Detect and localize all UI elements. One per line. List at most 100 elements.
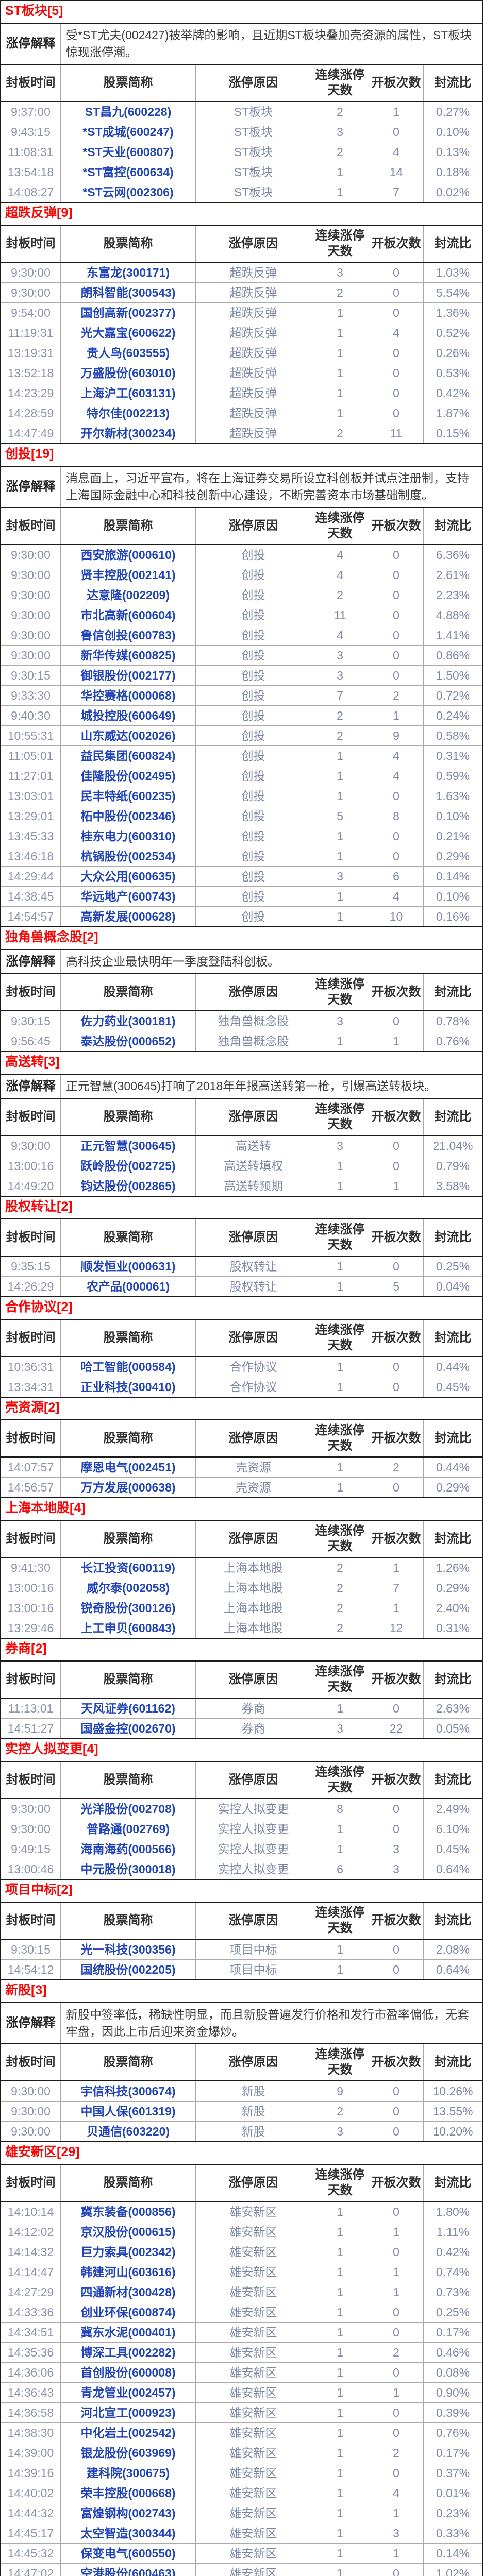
stock-link[interactable]: 中化岩土(002542) [80, 2426, 176, 2439]
stock-link[interactable]: *ST天业(600807) [82, 145, 174, 159]
stock-link[interactable]: 东富龙(300171) [86, 266, 170, 279]
stock-link[interactable]: 杭锅股份(002534) [80, 850, 176, 863]
stock-link[interactable]: 四通新材(300428) [80, 2285, 176, 2299]
stock-link[interactable]: 京汉股份(000615) [80, 2225, 176, 2239]
stock-link[interactable]: 威尔泰(002058) [86, 1581, 170, 1595]
stock-name-cell: 威尔泰(002058) [60, 1578, 195, 1598]
streak-days-cell: 1 [311, 1377, 369, 1397]
stock-link[interactable]: 佳隆股份(002495) [80, 769, 176, 783]
seal-time-cell: 13:52:18 [7, 366, 54, 380]
table-row: 9:56:45 泰达股份(000652) 独角兽概念股 1 1 0.76% [1, 1031, 482, 1051]
table-row: 14:56:57 万方发展(000638) 壳资源 1 0 0.29% [1, 1477, 482, 1497]
stock-link[interactable]: 冀东装备(000856) [80, 2205, 176, 2218]
stock-link[interactable]: 柘中股份(002346) [80, 809, 176, 823]
stock-link[interactable]: 光一科技(300356) [80, 1943, 176, 1956]
stock-link[interactable]: 达意隆(002209) [86, 588, 170, 602]
stock-link[interactable]: 万方发展(000638) [80, 1481, 176, 1494]
stock-link[interactable]: 中元股份(300018) [80, 1862, 176, 1876]
stock-link[interactable]: 佐力药业(300181) [80, 1014, 176, 1028]
stock-link[interactable]: 创业环保(600874) [80, 2306, 176, 2319]
stock-link[interactable]: 银龙股份(603969) [80, 2446, 176, 2460]
stock-link[interactable]: 华远地产(600743) [80, 890, 176, 903]
stock-link[interactable]: 荣丰控股(000668) [80, 2486, 176, 2500]
stock-link[interactable]: 朗科智能(300543) [80, 286, 176, 299]
seal-time-cell: 14:40:02 [7, 2486, 54, 2500]
stock-link[interactable]: 民丰特纸(600235) [80, 789, 176, 803]
stock-link[interactable]: *ST云网(002306) [82, 185, 174, 199]
stock-link[interactable]: 光大嘉宝(600622) [80, 326, 176, 340]
seal-time-cell: 14:49:20 [7, 1179, 54, 1193]
stock-link[interactable]: 锐奇股份(300126) [80, 1601, 176, 1615]
stock-link[interactable]: 钧达股份(002865) [80, 1179, 176, 1193]
stock-link[interactable]: 建科院(300675) [86, 2466, 170, 2480]
stock-link[interactable]: 鲁信创投(600783) [80, 629, 176, 642]
stock-link[interactable]: 冀东水泥(000401) [80, 2326, 176, 2339]
stock-link[interactable]: 中国人保(601319) [80, 2105, 176, 2118]
stock-link[interactable]: 韩建河山(603616) [80, 2265, 176, 2279]
stock-link[interactable]: ST昌九(600228) [85, 105, 172, 118]
stock-link[interactable]: 保变电气(600550) [80, 2547, 176, 2560]
stock-link[interactable]: 青龙管业(002457) [80, 2386, 176, 2399]
stock-link[interactable]: 农产品(000061) [86, 1280, 170, 1293]
stock-link[interactable]: *ST成城(600247) [82, 125, 174, 139]
stock-link[interactable]: 富煌钢构(002743) [80, 2506, 176, 2520]
stock-link[interactable]: 特尔佳(002213) [86, 406, 170, 420]
stock-link[interactable]: 哈工智能(000584) [80, 1360, 176, 1374]
stock-link[interactable]: 普路通(002769) [86, 1822, 170, 1836]
stock-link[interactable]: 巨力索具(002342) [80, 2245, 176, 2259]
stock-link[interactable]: 国创高新(002377) [80, 306, 176, 319]
stock-name-cell: 太空智造(300344) [60, 2523, 195, 2543]
stock-link[interactable]: 新华传媒(600825) [80, 649, 176, 662]
seal-ratio-cell: 21.04% [423, 1136, 482, 1156]
stock-link[interactable]: 天风证券(601162) [81, 1702, 175, 1715]
reason-cell: 壳资源 [195, 1478, 311, 1497]
stock-name-cell: 韩建河山(603616) [60, 2262, 195, 2282]
stock-link[interactable]: 正业科技(300410) [80, 1380, 176, 1394]
stock-link[interactable]: 贤丰控股(002141) [80, 568, 176, 582]
stock-link[interactable]: 山东威达(002026) [80, 729, 176, 742]
stock-link[interactable]: 太空智造(300344) [80, 2527, 176, 2540]
column-header-row: 封板时间 股票简称 涨停原因 连续涨停天数 开板次数 封流比 [1, 1903, 482, 1940]
stock-link[interactable]: 海南海药(000566) [80, 1842, 176, 1856]
stock-link[interactable]: 上海沪工(603131) [80, 386, 176, 400]
stock-link[interactable]: 上工申贝(600843) [80, 1621, 176, 1635]
stock-link[interactable]: 桂东电力(600310) [80, 829, 176, 843]
stock-link[interactable]: 高新发展(000628) [80, 910, 176, 923]
stock-link[interactable]: 首创股份(600008) [80, 2366, 176, 2379]
stock-link[interactable]: *ST富控(600634) [82, 165, 174, 179]
stock-link[interactable]: 贝通信(603220) [86, 2125, 170, 2138]
stock-link[interactable]: 市北高新(600604) [80, 608, 176, 622]
seal-time-cell: 14:26:29 [7, 1280, 54, 1293]
stock-link[interactable]: 国盛金控(002670) [80, 1722, 176, 1735]
stock-link[interactable]: 城投控股(600649) [80, 709, 176, 722]
stock-link[interactable]: 开尔新材(300234) [80, 427, 176, 440]
open-count-cell: 0 [369, 565, 423, 585]
stock-link[interactable]: 华控赛格(000068) [80, 689, 176, 702]
stock-link[interactable]: 长江投资(600119) [81, 1561, 175, 1574]
stock-link[interactable]: 西安旅游(000610) [80, 548, 176, 562]
stock-link[interactable]: 贵人鸟(603555) [86, 346, 170, 360]
stock-name-cell: 万盛股份(603010) [60, 363, 195, 383]
stock-link[interactable]: 跃岭股份(002725) [80, 1159, 176, 1173]
stock-link[interactable]: 河北宣工(000923) [80, 2406, 176, 2419]
stock-link[interactable]: 国统股份(002205) [80, 1963, 176, 1976]
stock-link[interactable]: 顺发恒业(000631) [80, 1260, 176, 1273]
stock-link[interactable]: 光洋股份(002708) [80, 1802, 176, 1816]
stock-link[interactable]: 泰达股份(000652) [80, 1035, 176, 1048]
stock-link[interactable]: 益民集团(600824) [80, 749, 176, 762]
stock-link[interactable]: 御银股份(002177) [80, 669, 176, 682]
stock-link[interactable]: 宇信科技(300674) [80, 2084, 176, 2098]
stock-link[interactable]: 空港股份(600463) [80, 2567, 176, 2576]
explanation-text: 高科技企业最快明年一季度登陆科创板。 [60, 950, 482, 973]
col-header-open-count: 开板次数 [369, 1662, 423, 1698]
stock-link[interactable]: 博深工具(002282) [80, 2346, 176, 2359]
streak-days-cell: 1 [311, 2282, 369, 2302]
stock-link[interactable]: 大众公用(600635) [80, 870, 176, 883]
seal-time-cell: 14:44:32 [7, 2506, 54, 2520]
stock-link[interactable]: 正元智慧(300645) [80, 1139, 176, 1153]
seal-ratio-cell: 6.10% [423, 1819, 482, 1839]
stock-link[interactable]: 万盛股份(603010) [80, 366, 176, 380]
streak-days-cell: 2 [311, 2102, 369, 2121]
stock-link[interactable]: 摩恩电气(002451) [80, 1461, 176, 1474]
